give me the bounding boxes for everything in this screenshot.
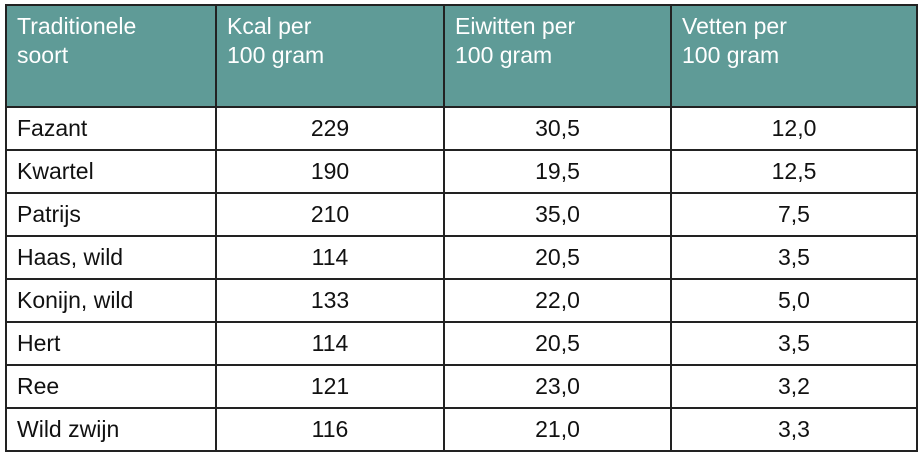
value-cell: 210 [215, 192, 445, 237]
table-row: Patrijs 210 35,0 7,5 [5, 192, 918, 237]
value-cell: 3,3 [670, 407, 918, 452]
table-row: Konijn, wild 133 22,0 5,0 [5, 278, 918, 323]
value-cell: 3,2 [670, 364, 918, 409]
table-row: Wild zwijn 116 21,0 3,3 [5, 407, 918, 452]
value-cell: 21,0 [443, 407, 672, 452]
name-cell: Kwartel [5, 149, 217, 194]
name-cell: Wild zwijn [5, 407, 217, 452]
value-cell: 12,5 [670, 149, 918, 194]
value-cell: 30,5 [443, 106, 672, 151]
table-row: Kwartel 190 19,5 12,5 [5, 149, 918, 194]
header-row: Traditionele soort Kcal per 100 gram Eiwit… [5, 4, 918, 108]
value-cell: 20,5 [443, 235, 672, 280]
name-cell: Ree [5, 364, 217, 409]
name-cell: Haas, wild [5, 235, 217, 280]
table-row: Hert 114 20,5 3,5 [5, 321, 918, 366]
value-cell: 19,5 [443, 149, 672, 194]
header-cell: Traditionele soort [5, 4, 217, 108]
table-row: Haas, wild 114 20,5 3,5 [5, 235, 918, 280]
value-cell: 3,5 [670, 235, 918, 280]
value-cell: 5,0 [670, 278, 918, 323]
header-cell: Eiwitten per 100 gram [443, 4, 672, 108]
name-cell: Fazant [5, 106, 217, 151]
value-cell: 229 [215, 106, 445, 151]
header-cell: Kcal per 100 gram [215, 4, 445, 108]
value-cell: 190 [215, 149, 445, 194]
header-cell: Vetten per 100 gram [670, 4, 918, 108]
value-cell: 22,0 [443, 278, 672, 323]
value-cell: 121 [215, 364, 445, 409]
value-cell: 23,0 [443, 364, 672, 409]
value-cell: 114 [215, 321, 445, 366]
value-cell: 3,5 [670, 321, 918, 366]
table-body: Fazant 229 30,5 12,0 Kwartel 190 19,5 12,5 Patri… [5, 106, 918, 452]
value-cell: 116 [215, 407, 445, 452]
value-cell: 20,5 [443, 321, 672, 366]
name-cell: Hert [5, 321, 217, 366]
name-cell: Patrijs [5, 192, 217, 237]
table-row: Ree 121 23,0 3,2 [5, 364, 918, 409]
name-cell: Konijn, wild [5, 278, 217, 323]
nutrition-table: Traditionele soort Kcal per 100 gram Eiwit… [5, 4, 918, 452]
value-cell: 35,0 [443, 192, 672, 237]
value-cell: 7,5 [670, 192, 918, 237]
table-row: Fazant 229 30,5 12,0 [5, 106, 918, 151]
value-cell: 114 [215, 235, 445, 280]
value-cell: 133 [215, 278, 445, 323]
value-cell: 12,0 [670, 106, 918, 151]
